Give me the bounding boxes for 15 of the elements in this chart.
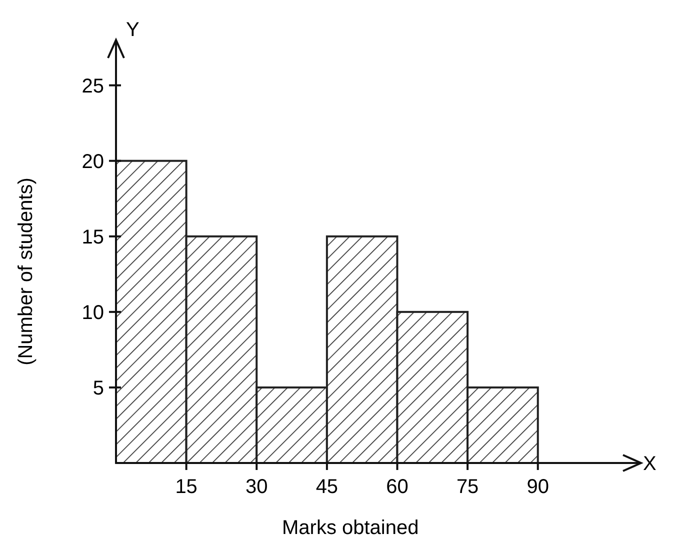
annotation: Y	[126, 19, 140, 41]
y-tick-label: 25	[82, 75, 104, 98]
y-tick-label: 5	[92, 377, 104, 400]
y-tick-label: 20	[82, 150, 104, 173]
x-tick-label: 60	[386, 476, 408, 498]
x-tick-label: 75	[456, 476, 479, 498]
x-tick-label: 90	[526, 476, 549, 498]
y-tick-label: 15	[82, 226, 104, 248]
y-axis-title: (Number of students)	[15, 178, 37, 366]
y-tick-label: 10	[82, 302, 104, 324]
x-tick-label: 45	[316, 476, 338, 498]
x-tick-label: 15	[175, 476, 198, 498]
x-axis-title: Marks obtained	[282, 517, 419, 539]
text: X	[643, 453, 656, 475]
x-tick-label: 30	[246, 476, 268, 498]
